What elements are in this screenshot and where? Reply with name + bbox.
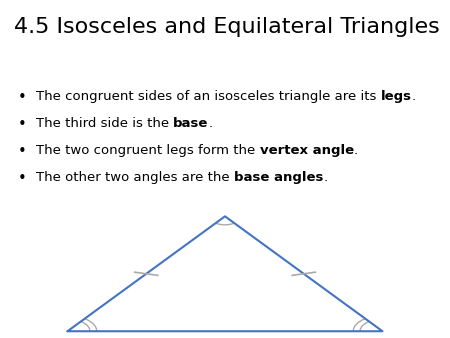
Text: .: . [412,90,416,102]
Text: •: • [18,144,27,159]
Text: .: . [209,117,213,129]
Text: legs: legs [381,90,412,102]
Text: vertex angle: vertex angle [260,144,354,156]
Text: •: • [18,117,27,131]
Text: 4.5 Isosceles and Equilateral Triangles: 4.5 Isosceles and Equilateral Triangles [14,17,439,37]
Text: .: . [354,144,358,156]
Text: base angles: base angles [234,171,323,184]
Text: The two congruent legs form the: The two congruent legs form the [36,144,260,156]
Text: .: . [323,171,328,184]
Text: The other two angles are the: The other two angles are the [36,171,234,184]
Text: The congruent sides of an isosceles triangle are its: The congruent sides of an isosceles tria… [36,90,381,102]
Text: base: base [173,117,209,129]
Text: •: • [18,90,27,104]
Text: The third side is the: The third side is the [36,117,173,129]
Text: •: • [18,171,27,186]
